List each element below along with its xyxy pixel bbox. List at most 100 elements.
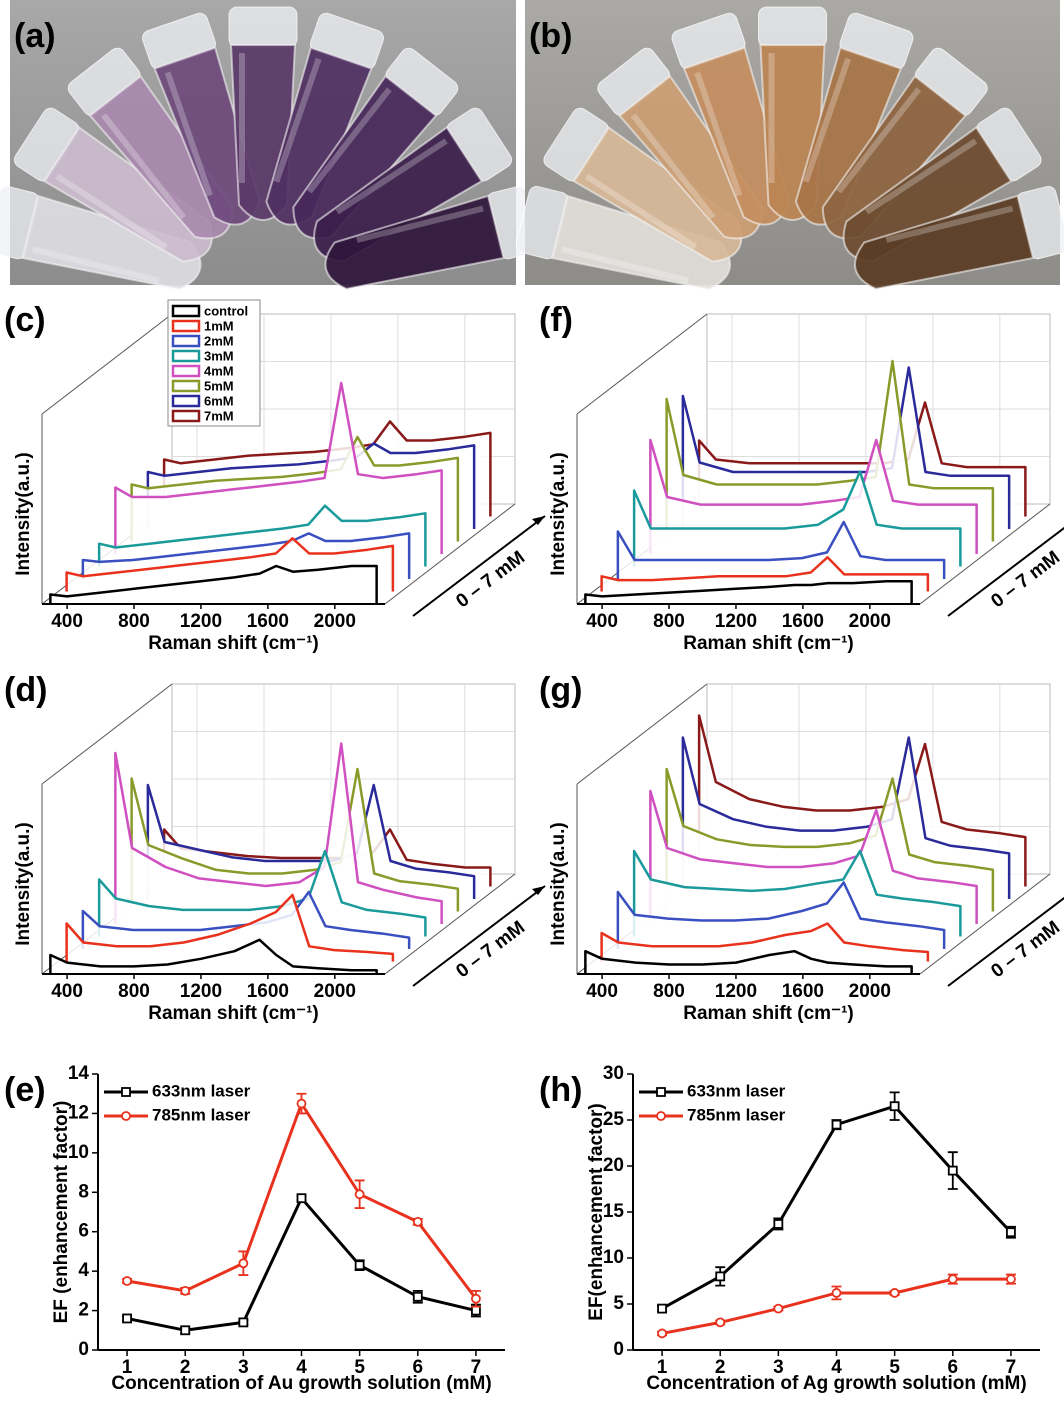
legend-label: 785nm laser	[152, 1105, 251, 1124]
spectrum-fill	[585, 581, 912, 604]
photo: (b)	[515, 0, 1064, 290]
spectrum-line	[665, 767, 995, 912]
data-point	[354, 1260, 365, 1271]
tube-highlight	[101, 113, 187, 220]
x-tick-label: 800	[118, 981, 150, 1002]
depth-arrow-head	[532, 886, 545, 895]
x-axis-label: Raman shift (cm⁻¹)	[683, 1003, 854, 1024]
x-tick-label: 1600	[782, 981, 824, 1002]
spectrum-fill	[634, 471, 961, 567]
tube-highlight	[356, 205, 484, 243]
x-tick-label: 1200	[180, 611, 222, 632]
spectrum-line	[616, 881, 946, 949]
legend-swatch	[171, 364, 201, 378]
floor-line	[919, 873, 1051, 975]
panel-label: (a)	[14, 17, 56, 55]
data-point	[238, 1258, 249, 1269]
x-axis-label: Raman shift (cm⁻¹)	[148, 633, 319, 654]
panel-label: (f)	[539, 301, 573, 339]
x-axis-label: Concentration of Ag growth solution (mM)	[646, 1373, 1026, 1394]
side-wall-line	[41, 313, 173, 415]
x-tick-label: 4	[831, 1357, 842, 1378]
tube-highlight	[768, 53, 775, 183]
y-tick-label: 4	[78, 1260, 89, 1281]
x-axis-label: Raman shift (cm⁻¹)	[148, 1003, 319, 1024]
x-tick-label: 2000	[849, 981, 891, 1002]
depth-arrow	[947, 526, 1064, 617]
tube-highlight	[306, 87, 392, 194]
data-point	[831, 1288, 842, 1298]
legend-label: 633nm laser	[687, 1081, 786, 1100]
legend-swatch	[171, 319, 201, 333]
data-point	[122, 1313, 132, 1324]
y-axis-label: Intensity(a.u.)	[13, 822, 34, 946]
tube	[292, 47, 459, 240]
x-tick-label: 2000	[314, 611, 356, 632]
tube	[597, 47, 764, 240]
y-tick-label: 0	[78, 1339, 89, 1360]
data-point	[715, 1271, 726, 1282]
tube	[671, 12, 791, 226]
spectrum-fill	[585, 951, 912, 974]
legend-label: 1mM	[204, 318, 234, 333]
data-point	[773, 1303, 784, 1314]
tube	[794, 12, 914, 226]
tube-highlight	[273, 57, 322, 183]
x-tick-label: 2	[715, 1357, 726, 1378]
x-tick-label: 400	[51, 611, 83, 632]
tube-highlight	[335, 138, 448, 215]
data-point	[947, 1274, 958, 1285]
x-tick-label: 800	[118, 611, 150, 632]
data-point	[471, 1293, 481, 1304]
x-tick-label: 1	[122, 1357, 133, 1378]
x-tick-label: 400	[586, 611, 618, 632]
spectrum-line	[130, 767, 460, 912]
spectrum-line	[632, 849, 962, 937]
legend-swatch	[171, 409, 201, 423]
legend-swatch	[171, 379, 201, 393]
x-tick-label: 6	[412, 1357, 423, 1378]
depth-arrow-head	[532, 516, 545, 525]
data-point	[889, 1288, 900, 1298]
y-axis-label: Intensity(a.u.)	[13, 452, 34, 576]
spectrum-line	[600, 922, 930, 962]
spectrum-line	[649, 789, 978, 924]
spectrum-line	[616, 520, 946, 579]
data-point	[1006, 1274, 1016, 1285]
y-axis-label: Intensity(a.u.)	[548, 452, 569, 576]
spectrum-line	[584, 579, 913, 604]
x-tick-label: 7	[1006, 1357, 1017, 1378]
data-point	[715, 1317, 726, 1328]
tube-highlight	[32, 246, 160, 284]
spectrum-line	[97, 504, 427, 567]
spectrum-line	[600, 556, 930, 592]
x-tick-label: 4	[296, 1357, 307, 1378]
legend-label: 3mM	[204, 348, 234, 363]
panel-label: (b)	[529, 17, 572, 55]
data-point	[412, 1216, 423, 1227]
x-axis-label: Concentration of Au growth solution (mM)	[111, 1373, 491, 1394]
tube-highlight	[836, 87, 922, 194]
x-tick-label: 400	[586, 981, 618, 1002]
x-tick-label: 2	[180, 1357, 191, 1378]
panel-label: (e)	[4, 1071, 46, 1109]
y-tick-label: 5	[613, 1293, 624, 1314]
panel-label: (h)	[539, 1071, 582, 1109]
spectrum-fill	[66, 895, 393, 962]
side-wall-line	[41, 683, 173, 785]
tube	[515, 185, 731, 290]
depth-arrow	[947, 896, 1064, 987]
tube-highlight	[239, 53, 245, 183]
x-tick-label: 7	[471, 1357, 482, 1378]
tube-highlight	[694, 71, 743, 197]
depth-arrow	[412, 885, 546, 987]
y-tick-label: 20	[603, 1155, 624, 1176]
side-wall-line	[576, 683, 708, 785]
y-axis-label: EF(enhancement factor)	[586, 1103, 607, 1320]
y-tick-label: 8	[78, 1181, 89, 1202]
x-tick-label: 800	[653, 981, 685, 1002]
